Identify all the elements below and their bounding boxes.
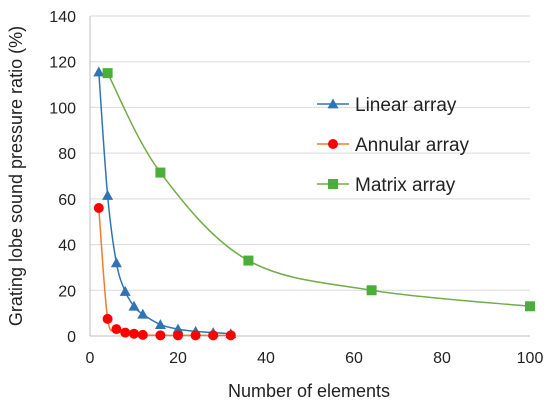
legend-label: Matrix array — [355, 175, 456, 196]
y-tick-label: 100 — [49, 100, 76, 117]
annular-array-point — [129, 328, 139, 339]
annular-array-point — [102, 313, 113, 324]
linear-array-point — [119, 285, 131, 296]
x-tick-labels: 0 20 40 60 80 100 — [86, 350, 544, 367]
x-tick-label: 60 — [345, 350, 363, 367]
y-tick-labels: 0 20 40 60 80 100 120 140 — [49, 9, 76, 346]
legend-item-matrix-array: Matrix array — [317, 175, 456, 196]
grid-lines — [90, 15, 530, 291]
matrix-array-point — [525, 301, 535, 312]
linear-array-point — [102, 189, 114, 200]
matrix-array-point — [102, 68, 113, 79]
annular-array-point — [137, 329, 148, 340]
x-tick-label: 100 — [517, 350, 544, 367]
linear-array-point — [154, 319, 166, 329]
linear-array-point — [128, 300, 140, 311]
linear-array-point — [110, 257, 122, 268]
matrix-array-line — [106, 72, 531, 308]
linear-array-point — [137, 308, 149, 319]
legend-marker — [328, 139, 338, 149]
y-tick-label: 40 — [58, 238, 76, 255]
matrix-array-point — [155, 167, 166, 178]
annular-array-series — [93, 203, 236, 341]
y-tick-label: 80 — [58, 146, 76, 163]
x-axis-label: Number of elements — [228, 381, 390, 401]
legend-label: Linear array — [355, 95, 457, 116]
y-axis-label: Grating lobe sound pressure ratio (%) — [6, 26, 26, 326]
annular-array-point — [225, 330, 236, 341]
linear-array-line — [98, 71, 231, 335]
annular-array-point — [93, 203, 104, 213]
x-tick-label: 80 — [433, 350, 451, 367]
legend-label: Annular array — [355, 135, 470, 156]
y-tick-label: 20 — [58, 283, 76, 300]
legend-marker — [327, 98, 339, 109]
x-tick-label: 0 — [86, 350, 95, 367]
linear-array-point — [93, 66, 105, 77]
legend: Linear array Annular array Matrix array — [317, 95, 470, 196]
legend-item-annular-array: Annular array — [317, 135, 470, 156]
y-tick-label: 120 — [49, 55, 76, 72]
y-tick-label: 140 — [49, 9, 76, 26]
annular-array-point — [155, 330, 166, 341]
annular-array-point — [120, 327, 131, 338]
y-tick-label: 60 — [58, 192, 76, 209]
series-group — [93, 66, 535, 341]
linear-array-point — [172, 323, 184, 334]
annular-array-point — [111, 324, 122, 335]
annular-array-point — [173, 330, 183, 341]
annular-array-point — [208, 330, 219, 341]
matrix-array-point — [243, 255, 254, 266]
x-tick-label: 20 — [169, 350, 187, 367]
x-tick-label: 40 — [257, 350, 275, 367]
legend-marker — [328, 179, 338, 189]
matrix-array-point — [366, 285, 377, 296]
annular-array-point — [190, 330, 201, 341]
legend-item-linear-array: Linear array — [317, 95, 457, 116]
matrix-array-series — [102, 68, 535, 312]
y-tick-label: 0 — [67, 329, 76, 346]
